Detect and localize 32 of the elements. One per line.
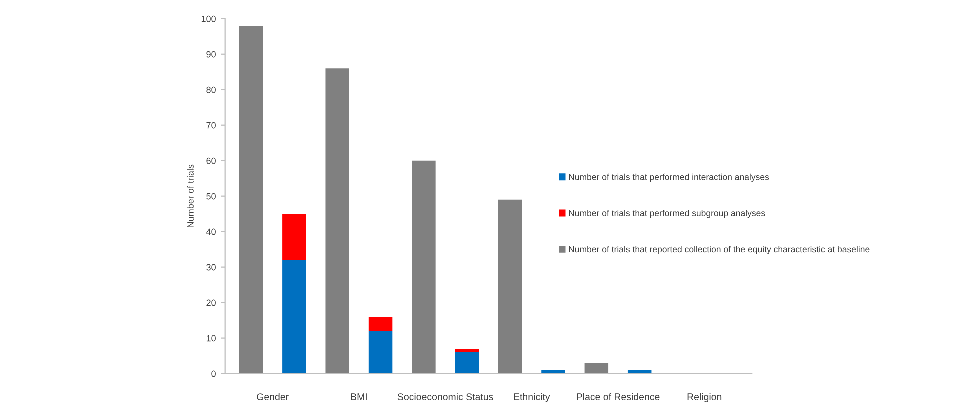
bar — [584, 363, 609, 374]
y-tick-label: 70 — [206, 122, 216, 129]
x-tick-label: Ethnicity — [514, 393, 550, 402]
y-tick-label: 80 — [206, 86, 216, 94]
y-tick-label: 60 — [206, 158, 216, 164]
legend-label: Number of trials that reported collection of the equity characteristic at baseline — [569, 246, 870, 254]
bar — [326, 68, 350, 374]
y-tick-label: 40 — [206, 228, 216, 236]
bar — [282, 260, 306, 374]
x-tick-label: Socioeconomic Status — [398, 393, 494, 400]
legend-label: Number of trials that performed subgroup analyses — [569, 210, 766, 218]
y-tick-label: 100 — [202, 16, 216, 22]
bar — [239, 26, 264, 374]
y-axis-title: Number of trials — [187, 164, 194, 228]
x-tick-label: BMI — [351, 394, 367, 400]
x-tick-label: Religion — [688, 393, 722, 402]
bar — [498, 200, 522, 374]
bar — [368, 331, 393, 374]
y-tick-label: 10 — [206, 335, 216, 342]
y-tick-label: 50 — [206, 193, 216, 200]
x-tick-label: Place of Residence — [577, 393, 660, 400]
bar — [282, 214, 306, 260]
y-tick-label: 30 — [206, 264, 216, 271]
y-tick-label: 0 — [212, 370, 216, 378]
bar — [412, 160, 436, 374]
bar — [368, 317, 393, 332]
legend-label: Number of trials that performed interaction analyses — [569, 174, 770, 182]
y-tick-label: 20 — [206, 300, 216, 306]
y-tick-label: 90 — [206, 51, 216, 58]
bar — [455, 352, 480, 374]
x-tick-label: Gender — [257, 393, 289, 400]
bar — [455, 348, 480, 353]
